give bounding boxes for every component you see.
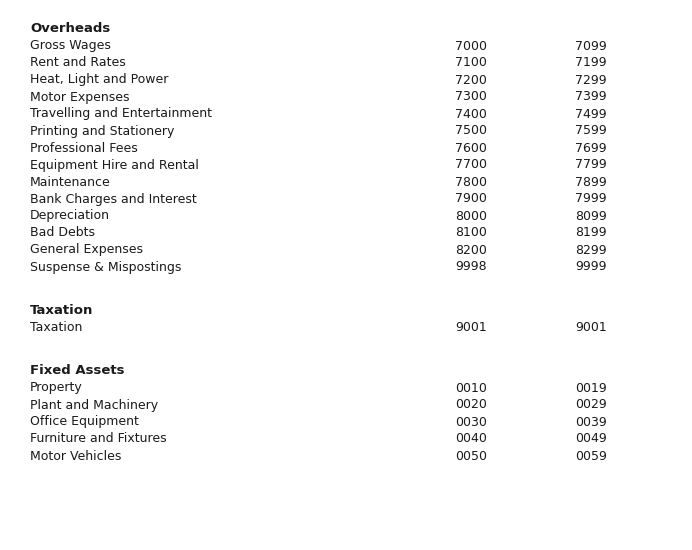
Text: Depreciation: Depreciation xyxy=(30,210,110,223)
Text: 8000: 8000 xyxy=(455,210,487,223)
Text: 7399: 7399 xyxy=(575,91,607,103)
Text: 7000: 7000 xyxy=(455,40,487,52)
Text: Motor Vehicles: Motor Vehicles xyxy=(30,449,121,463)
Text: Equipment Hire and Rental: Equipment Hire and Rental xyxy=(30,158,199,172)
Text: 8199: 8199 xyxy=(575,227,607,239)
Text: Gross Wages: Gross Wages xyxy=(30,40,111,52)
Text: 8299: 8299 xyxy=(575,244,607,256)
Text: General Expenses: General Expenses xyxy=(30,244,143,256)
Text: Professional Fees: Professional Fees xyxy=(30,141,138,155)
Text: Property: Property xyxy=(30,382,83,394)
Text: 7199: 7199 xyxy=(575,57,607,69)
Text: 0010: 0010 xyxy=(455,382,487,394)
Text: Bank Charges and Interest: Bank Charges and Interest xyxy=(30,192,197,206)
Text: 7200: 7200 xyxy=(455,74,487,86)
Text: 9001: 9001 xyxy=(455,321,486,334)
Text: 7400: 7400 xyxy=(455,107,487,120)
Text: 7600: 7600 xyxy=(455,141,487,155)
Text: Bad Debts: Bad Debts xyxy=(30,227,95,239)
Text: 7599: 7599 xyxy=(575,124,607,138)
Text: 7899: 7899 xyxy=(575,175,607,189)
Text: 7100: 7100 xyxy=(455,57,487,69)
Text: Maintenance: Maintenance xyxy=(30,175,111,189)
Text: 0029: 0029 xyxy=(575,399,607,411)
Text: 7799: 7799 xyxy=(575,158,607,172)
Text: 7900: 7900 xyxy=(455,192,487,206)
Text: 7499: 7499 xyxy=(575,107,607,120)
Text: 9999: 9999 xyxy=(575,261,606,273)
Text: Furniture and Fixtures: Furniture and Fixtures xyxy=(30,432,167,446)
Text: 7300: 7300 xyxy=(455,91,487,103)
Text: 0030: 0030 xyxy=(455,415,487,428)
Text: 8099: 8099 xyxy=(575,210,607,223)
Text: 7099: 7099 xyxy=(575,40,607,52)
Text: Heat, Light and Power: Heat, Light and Power xyxy=(30,74,168,86)
Text: Office Equipment: Office Equipment xyxy=(30,415,139,428)
Text: 0059: 0059 xyxy=(575,449,607,463)
Text: 0040: 0040 xyxy=(455,432,487,446)
Text: Fixed Assets: Fixed Assets xyxy=(30,364,125,377)
Text: Printing and Stationery: Printing and Stationery xyxy=(30,124,174,138)
Text: Taxation: Taxation xyxy=(30,321,82,334)
Text: 8100: 8100 xyxy=(455,227,487,239)
Text: 0039: 0039 xyxy=(575,415,607,428)
Text: 8200: 8200 xyxy=(455,244,487,256)
Text: Overheads: Overheads xyxy=(30,22,110,35)
Text: Suspense & Mispostings: Suspense & Mispostings xyxy=(30,261,181,273)
Text: 7999: 7999 xyxy=(575,192,607,206)
Text: 0020: 0020 xyxy=(455,399,487,411)
Text: 9998: 9998 xyxy=(455,261,486,273)
Text: Rent and Rates: Rent and Rates xyxy=(30,57,126,69)
Text: 9001: 9001 xyxy=(575,321,607,334)
Text: Travelling and Entertainment: Travelling and Entertainment xyxy=(30,107,212,120)
Text: 7500: 7500 xyxy=(455,124,487,138)
Text: 0019: 0019 xyxy=(575,382,607,394)
Text: 7699: 7699 xyxy=(575,141,607,155)
Text: 0049: 0049 xyxy=(575,432,607,446)
Text: 7299: 7299 xyxy=(575,74,607,86)
Text: 7700: 7700 xyxy=(455,158,487,172)
Text: 7800: 7800 xyxy=(455,175,487,189)
Text: 0050: 0050 xyxy=(455,449,487,463)
Text: Plant and Machinery: Plant and Machinery xyxy=(30,399,158,411)
Text: Taxation: Taxation xyxy=(30,304,93,316)
Text: Motor Expenses: Motor Expenses xyxy=(30,91,129,103)
